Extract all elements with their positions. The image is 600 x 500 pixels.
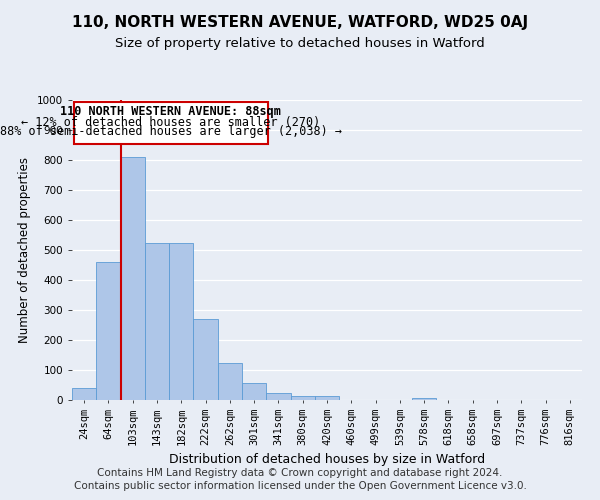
Text: 110, NORTH WESTERN AVENUE, WATFORD, WD25 0AJ: 110, NORTH WESTERN AVENUE, WATFORD, WD25…	[72, 15, 528, 30]
Text: Contains public sector information licensed under the Open Government Licence v3: Contains public sector information licen…	[74, 481, 526, 491]
Bar	[193, 319, 218, 400]
Text: ← 12% of detached houses are smaller (270): ← 12% of detached houses are smaller (27…	[21, 116, 320, 128]
Bar	[412, 398, 436, 400]
Bar	[242, 383, 266, 400]
Y-axis label: Number of detached properties: Number of detached properties	[18, 157, 31, 343]
Bar	[290, 396, 315, 400]
X-axis label: Distribution of detached houses by size in Watford: Distribution of detached houses by size …	[169, 454, 485, 466]
FancyBboxPatch shape	[74, 102, 268, 143]
Text: 110 NORTH WESTERN AVENUE: 88sqm: 110 NORTH WESTERN AVENUE: 88sqm	[60, 105, 281, 118]
Bar	[218, 362, 242, 400]
Bar	[72, 388, 96, 400]
Bar	[169, 242, 193, 400]
Text: Contains HM Land Registry data © Crown copyright and database right 2024.: Contains HM Land Registry data © Crown c…	[97, 468, 503, 477]
Bar	[315, 396, 339, 400]
Text: Size of property relative to detached houses in Watford: Size of property relative to detached ho…	[115, 38, 485, 51]
Bar	[96, 262, 121, 400]
Bar	[266, 392, 290, 400]
Text: 88% of semi-detached houses are larger (2,038) →: 88% of semi-detached houses are larger (…	[0, 125, 342, 138]
Bar	[145, 242, 169, 400]
Bar	[121, 157, 145, 400]
